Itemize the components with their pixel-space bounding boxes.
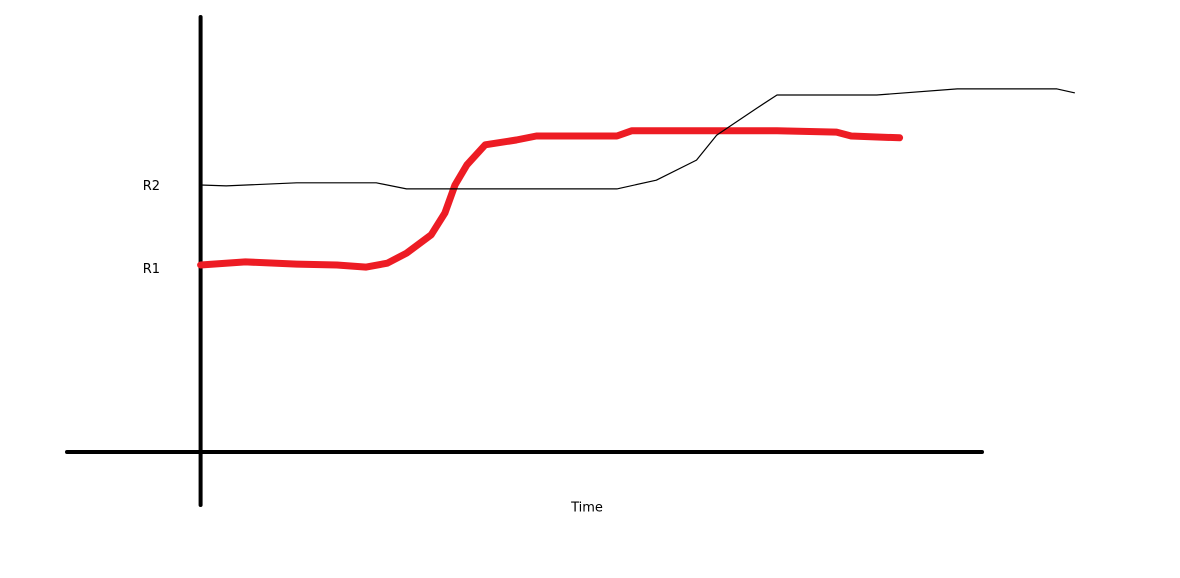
x-axis-label: Time — [570, 501, 603, 516]
data-line — [197, 127, 904, 271]
y-tick-label: R2 — [143, 179, 160, 194]
data-line — [200, 88, 1075, 190]
y-tick-label: R1 — [143, 262, 160, 277]
